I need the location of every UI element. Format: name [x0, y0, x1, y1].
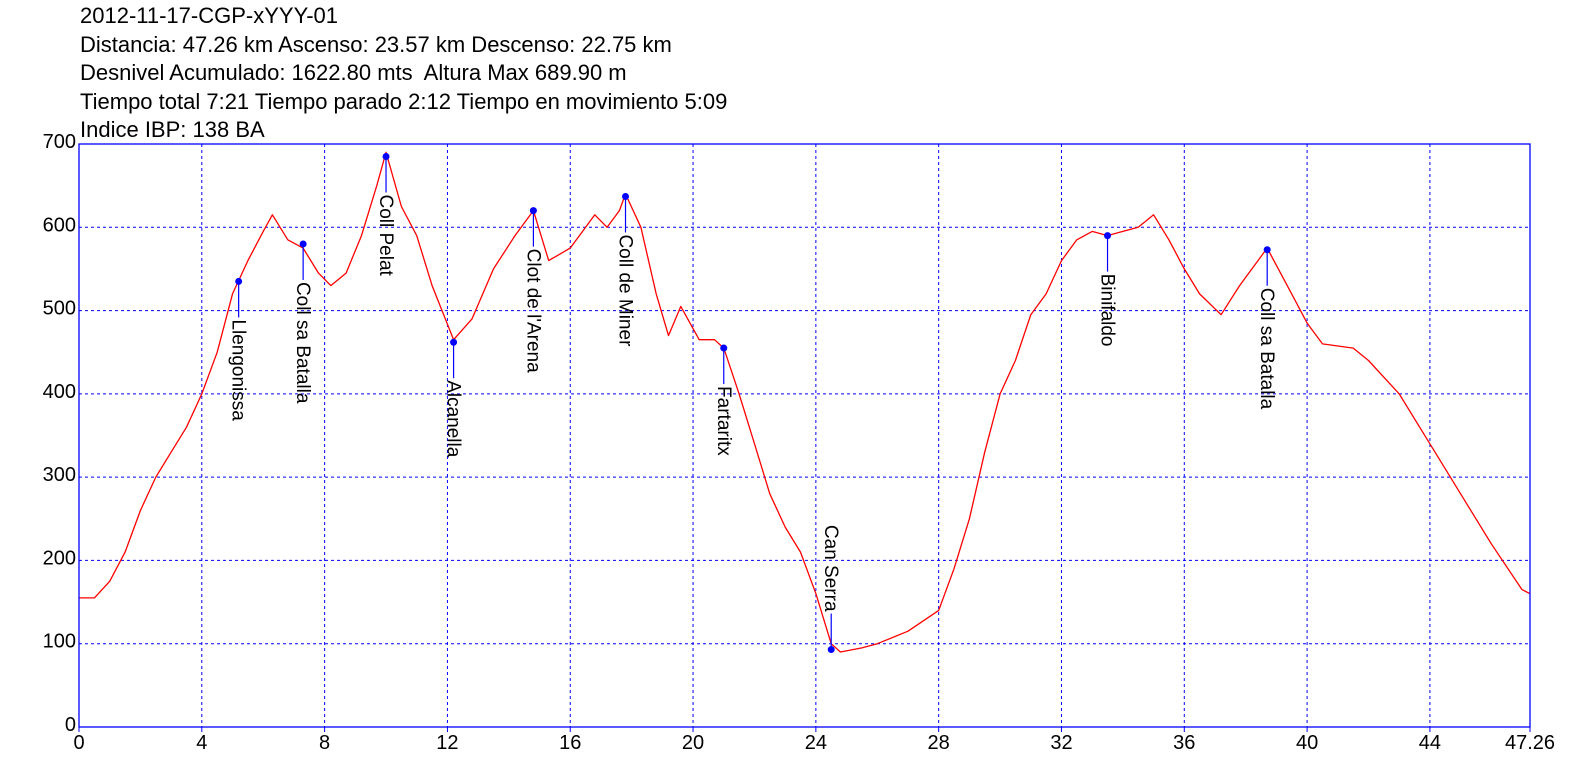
waypoint-label: Coll de Miner [615, 234, 636, 347]
y-tick-label: 100 [43, 631, 76, 653]
y-tick-label: 700 [43, 131, 76, 153]
waypoint: Alcanella [443, 338, 464, 458]
waypoint-marker [1104, 232, 1112, 240]
x-tick-label: 12 [436, 732, 458, 754]
waypoint-marker [235, 277, 243, 285]
waypoint: Coll sa Batalla [1256, 246, 1277, 410]
x-tick-label: 16 [559, 732, 581, 754]
waypoint-label: Fartaritx [713, 386, 734, 456]
y-tick-label: 600 [43, 214, 76, 236]
waypoint: Coll sa Batalla [292, 240, 313, 404]
y-tick-label: 200 [43, 547, 76, 569]
waypoint-marker [720, 344, 728, 352]
x-tick-label: 8 [319, 732, 330, 754]
x-tick-label: 44 [1419, 732, 1441, 754]
x-tick-label: 32 [1050, 732, 1072, 754]
waypoint-marker [622, 192, 630, 200]
x-tick-label: 36 [1173, 732, 1195, 754]
plot-frame [78, 143, 1531, 728]
time-stats: Tiempo total 7:21 Tiempo parado 2:12 Tie… [80, 88, 728, 114]
waypoint-label: Coll sa Batalla [292, 282, 313, 404]
x-tick-label: 4 [196, 732, 207, 754]
waypoint: Coll de Miner [615, 192, 636, 347]
x-tick-label: 28 [928, 732, 950, 754]
waypoint-label: Coll Pelat [375, 194, 396, 276]
waypoint: Fartaritx [713, 344, 734, 456]
waypoint-marker [827, 646, 835, 654]
waypoint-marker [382, 152, 390, 160]
x-tick-label: 24 [805, 732, 827, 754]
waypoint-label: Alcanella [443, 380, 464, 458]
waypoint-label: Llengonissa [228, 319, 249, 421]
waypoint-marker [450, 338, 458, 346]
waypoint: Llengonissa [228, 277, 249, 421]
elevation-stats: Desnivel Acumulado: 1622.80 mts Altura M… [80, 60, 627, 86]
waypoint: Can Serra [820, 525, 841, 654]
track-title: 2012-11-17-CGP-xYYY-01 [80, 3, 339, 28]
waypoint-marker [299, 240, 307, 248]
x-tick-label: 47.26 [1505, 732, 1555, 754]
waypoint-label: Clot de l'Arena [522, 249, 543, 373]
y-tick-label: 400 [43, 381, 76, 403]
waypoint: Coll Pelat [375, 152, 396, 277]
x-tick-label: 40 [1296, 732, 1318, 754]
grid-layer [79, 144, 1530, 727]
waypoint-label: Can Serra [820, 525, 841, 612]
waypoint: Binifaldo [1097, 232, 1118, 347]
waypoint-label: Coll sa Batalla [1256, 288, 1277, 410]
axis-layer: 0 4 8 12 16 20 24 28 32 36 40 44 47.26 0 100 200 300 400 5… [43, 131, 1555, 754]
waypoint-layer: Llengonissa Coll sa Batalla Coll Pelat Alca… [228, 152, 1277, 654]
y-tick-label: 300 [43, 464, 76, 486]
y-tick-label: 500 [43, 298, 76, 320]
y-tick-label: 0 [65, 714, 76, 736]
waypoint: Clot de l'Arena [522, 207, 543, 373]
waypoint-label: Binifaldo [1097, 274, 1118, 347]
x-tick-label: 0 [73, 732, 84, 754]
ibp-index: Indice IBP: 138 BA [80, 117, 265, 143]
waypoint-marker [1263, 246, 1271, 254]
distance-stats: Distancia: 47.26 km Ascenso: 23.57 km De… [80, 31, 672, 57]
waypoint-marker [529, 207, 537, 215]
chart-header: 2012-11-17-CGP-xYYY-01 Distancia: 47.26 … [80, 2, 727, 145]
x-tick-label: 20 [682, 732, 704, 754]
